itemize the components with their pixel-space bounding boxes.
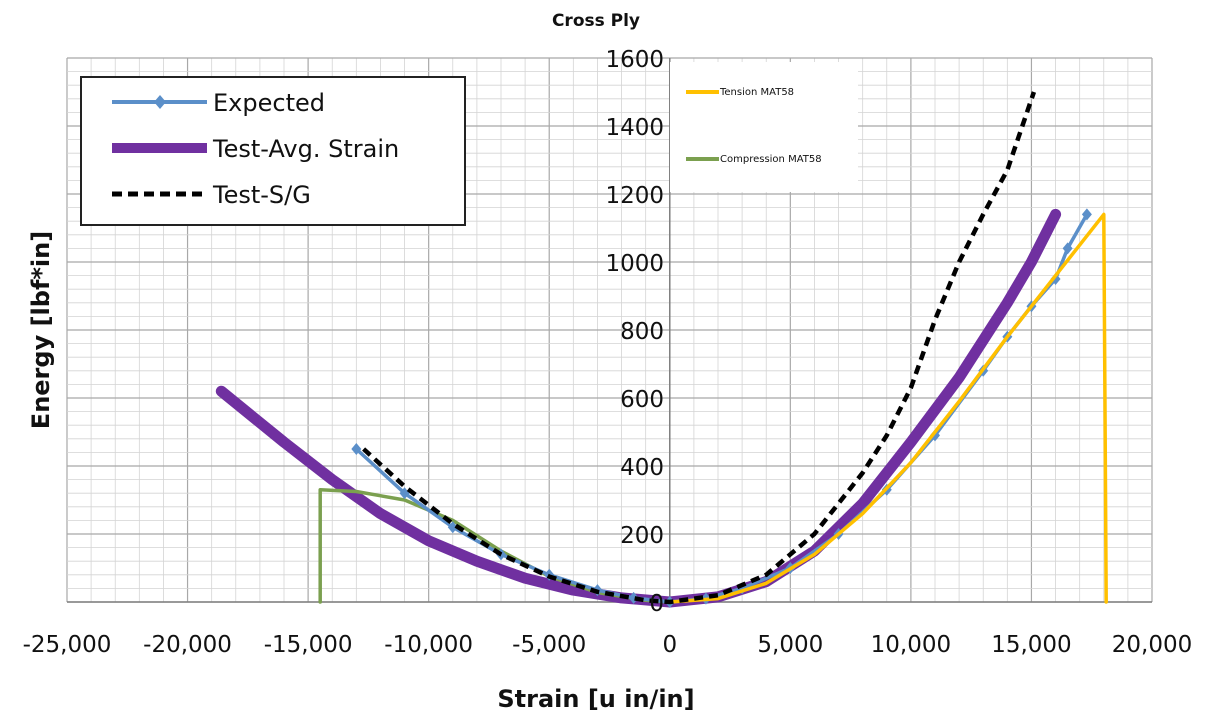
y-tick-label: 0 — [649, 591, 664, 617]
y-tick-label: 600 — [620, 387, 664, 413]
x-tick-label: -5,000 — [512, 632, 586, 658]
legend-label: Test-S/G — [212, 181, 311, 209]
series-line-test-s-g — [362, 91, 1037, 605]
secondary-legend: Tension MAT58 Compression MAT58 — [670, 62, 858, 192]
point-expected — [1081, 208, 1092, 221]
x-tick-label: 10,000 — [871, 632, 951, 658]
y-tick-label: 1400 — [605, 115, 664, 141]
legend-marker — [154, 95, 166, 109]
x-tick-label: -25,000 — [23, 632, 112, 658]
x-tick-label: 0 — [662, 632, 677, 658]
series-layer — [215, 91, 1108, 608]
legend-label: Expected — [213, 89, 325, 117]
y-tick-label: 1200 — [605, 183, 664, 209]
point-expected — [399, 487, 410, 500]
chart-title: Cross Ply — [552, 11, 640, 31]
y-tick-label: 800 — [620, 319, 664, 345]
y-axis-title: Energy [lbf*in] — [27, 231, 55, 429]
legend: Expected Test-Avg. Strain Test-S/G — [80, 76, 466, 226]
point-expected — [447, 521, 458, 534]
tick-labels: -25,000 -20,000 -15,000 -10,000 -5,000 0 5,000… — [23, 47, 1193, 658]
x-tick-label: -15,000 — [264, 632, 353, 658]
x-tick-label: -10,000 — [384, 632, 473, 658]
point-expected — [1062, 242, 1073, 255]
x-tick-label: 20,000 — [1112, 632, 1192, 658]
point-expected — [628, 591, 639, 604]
legend-box — [670, 62, 858, 192]
x-tick-label: 15,000 — [991, 632, 1071, 658]
x-tick-label: 5,000 — [757, 632, 823, 658]
legend-label: Test-Avg. Strain — [212, 135, 399, 163]
y-tick-label: 1600 — [605, 47, 664, 73]
y-tick-label: 1000 — [605, 251, 664, 277]
y-tick-label: 400 — [620, 455, 664, 481]
legend-label: Tension MAT58 — [719, 87, 794, 98]
x-tick-label: -20,000 — [143, 632, 232, 658]
y-tick-label: 200 — [620, 523, 664, 549]
series-line-tension-mat58 — [668, 212, 1108, 604]
x-axis-title: Strain [u in/in] — [497, 685, 694, 713]
point-expected — [351, 443, 362, 455]
legend-label: Compression MAT58 — [720, 154, 822, 165]
